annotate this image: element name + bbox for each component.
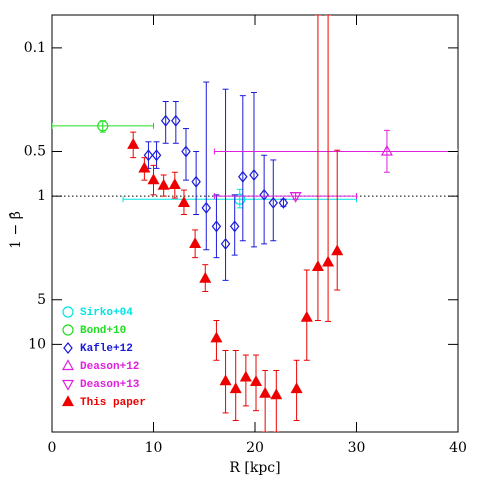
marker [380,144,393,156]
x-axis-label: R [kpc] [229,460,280,476]
legend-marker [63,342,73,354]
marker [268,196,279,209]
y-tick-label: 0.5 [24,144,46,160]
marker [181,145,191,158]
marker [249,375,263,386]
marker [168,178,181,190]
marker [270,388,283,400]
marker [289,192,302,203]
marker [249,169,259,181]
marker [331,244,344,256]
legend-marker [61,359,75,371]
marker [220,237,231,250]
marker [97,120,109,132]
marker [239,370,252,382]
marker [157,178,170,190]
legend-label: Kafle+12 [80,343,133,355]
plot-area [52,15,458,432]
x-tick-label: 30 [348,440,366,456]
marker [151,149,162,162]
marker [311,260,324,271]
legend-label: Bond+10 [80,325,126,337]
marker [211,220,222,233]
y-tick-label: 10 [28,336,46,352]
legend-marker [62,306,74,318]
y-axis-label: 1 − β̂ [8,211,24,249]
marker [138,161,151,173]
marker [201,201,212,214]
x-tick-label: 10 [145,440,163,456]
x-tick-label: 40 [449,440,467,456]
marker [127,137,140,149]
x-tick-label: 20 [246,440,264,456]
legend-label: This paper [80,397,146,409]
marker [147,173,160,185]
marker [171,114,181,127]
legend-label: Sirko+04 [80,307,133,319]
y-tick-label: 1 [37,188,46,204]
legend-marker [61,379,75,391]
y-tick-label: 5 [37,292,46,308]
legend-marker [61,395,75,407]
legend-label: Deason+13 [80,379,140,391]
marker [229,220,240,233]
marker [177,196,190,207]
legend-marker [62,324,74,336]
marker [238,170,248,183]
marker [143,149,154,162]
marker [322,255,335,267]
marker [229,382,242,394]
marker [259,188,269,201]
marker [300,310,313,322]
marker [219,374,232,386]
marker [189,237,202,249]
marker [278,196,289,209]
marker [199,271,212,283]
marker [160,114,171,127]
marker [259,386,272,398]
y-tick-label: 0.1 [24,40,46,56]
x-tick-label: 0 [48,440,57,456]
marker [191,175,201,188]
marker [290,382,303,394]
marker [210,331,223,343]
legend-label: Deason+12 [80,361,139,373]
